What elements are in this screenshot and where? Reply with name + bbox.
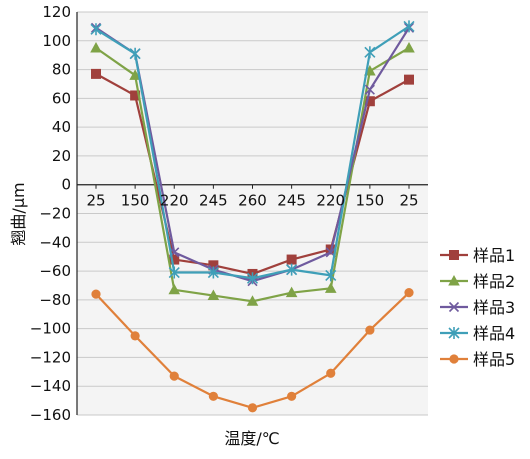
data-point xyxy=(364,96,375,107)
y-tick-label: −40 xyxy=(39,233,71,251)
data-point xyxy=(208,391,218,401)
x-tick-label: 150 xyxy=(121,192,150,210)
y-tick-label: 40 xyxy=(52,118,71,136)
y-tick-label: 120 xyxy=(42,3,71,21)
legend-swatch-marker xyxy=(449,250,459,260)
y-tick-label: −140 xyxy=(30,377,71,395)
data-point xyxy=(130,331,140,341)
y-tick-label: −100 xyxy=(30,320,71,338)
series-5 xyxy=(91,288,414,413)
x-axis-title: 温度/℃ xyxy=(224,429,279,448)
data-point xyxy=(286,263,298,276)
data-point xyxy=(169,254,180,265)
data-point xyxy=(207,266,219,279)
data-point xyxy=(91,289,101,299)
legend-item-4: 样品4 xyxy=(440,324,515,343)
x-tick-label: 25 xyxy=(399,192,418,210)
data-point xyxy=(130,90,141,101)
data-point xyxy=(403,20,415,33)
data-point xyxy=(326,368,336,378)
data-point xyxy=(364,84,375,95)
y-tick-label: −80 xyxy=(39,291,71,309)
y-tick-label: 80 xyxy=(52,61,71,79)
legend-label: 样品5 xyxy=(473,350,515,369)
y-tick-label: 20 xyxy=(52,147,71,165)
tick-labels: 120 100 80 60 40 20 0 −20 −40 −60 −80 −100 −120 −140 −… xyxy=(30,3,419,424)
data-point xyxy=(208,260,219,271)
legend-swatch-marker xyxy=(448,301,460,313)
y-tick-label: 0 xyxy=(61,176,71,194)
legend-label: 样品4 xyxy=(473,324,515,343)
axes xyxy=(76,12,428,415)
legend-label: 样品2 xyxy=(473,272,515,291)
data-point xyxy=(404,288,414,298)
data-point xyxy=(365,325,375,335)
legend-item-3: 样品3 xyxy=(440,298,515,317)
y-axis-title: 翘曲/μm xyxy=(9,182,28,245)
data-point xyxy=(325,269,337,282)
data-point xyxy=(169,371,179,381)
x-tick-label: 245 xyxy=(277,192,306,210)
x-tick-label: 245 xyxy=(199,192,228,210)
legend-swatch-marker xyxy=(449,354,459,364)
y-tick-label: −120 xyxy=(30,348,71,366)
series-group xyxy=(90,20,415,413)
y-tick-label: 100 xyxy=(42,32,71,50)
series-4 xyxy=(90,20,415,285)
legend-label: 样品1 xyxy=(473,246,515,265)
x-tick-label: 220 xyxy=(160,192,189,210)
x-tick-label: 25 xyxy=(86,192,105,210)
y-tick-label: −20 xyxy=(39,205,71,223)
y-tick-label: −60 xyxy=(39,262,71,280)
data-point xyxy=(403,41,415,53)
data-point xyxy=(246,272,259,285)
data-point xyxy=(404,74,414,85)
data-point xyxy=(91,68,101,79)
legend-swatch-marker xyxy=(448,327,460,339)
y-tick-label: −160 xyxy=(30,406,71,424)
x-tick-label: 220 xyxy=(316,192,345,210)
legend-item-1: 样品1 xyxy=(440,246,515,265)
data-point xyxy=(90,23,102,36)
legend-item-2: 样品2 xyxy=(440,272,515,291)
legend-item-5: 样品5 xyxy=(440,350,515,369)
y-tick-label: 60 xyxy=(52,89,71,107)
x-tick-label: 150 xyxy=(356,192,385,210)
data-point xyxy=(168,283,181,295)
x-tick-label: 260 xyxy=(238,192,267,210)
data-point xyxy=(168,266,180,279)
data-point xyxy=(247,403,258,413)
legend-label: 样品3 xyxy=(473,298,515,317)
data-point xyxy=(207,289,220,301)
legend: 样品1 样品2 样品3 样品4 样品5 xyxy=(440,246,515,369)
data-point xyxy=(246,295,259,306)
data-point xyxy=(286,254,297,265)
data-point xyxy=(285,286,298,298)
data-point xyxy=(90,41,102,53)
data-point xyxy=(129,47,141,60)
data-point xyxy=(364,46,376,59)
legend-swatch-marker xyxy=(448,275,460,286)
data-point xyxy=(287,391,297,401)
data-point xyxy=(324,282,337,293)
data-point xyxy=(129,69,141,80)
